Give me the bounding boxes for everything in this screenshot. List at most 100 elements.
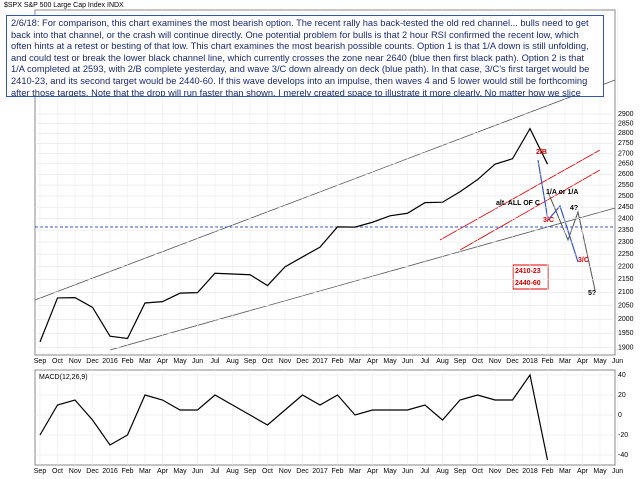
x-tick-label: Sep <box>34 358 47 365</box>
x-tick-label: Mar <box>559 468 572 475</box>
x-tick-label: Apr <box>157 358 169 365</box>
y-tick-label: 2200 <box>618 263 634 270</box>
annotation: 3/C <box>578 257 589 264</box>
x-tick-label: Mar <box>139 358 152 365</box>
x-tick-label: Mar <box>559 358 572 365</box>
x-tick-label: Feb <box>541 358 553 365</box>
y-tick-label: 2150 <box>618 276 634 283</box>
x-tick-label: Oct <box>262 468 273 475</box>
x-tick-label: Oct <box>262 358 273 365</box>
x-tick-label: Oct <box>472 468 483 475</box>
commentary: 2/6/18: For comparison, this chart exami… <box>6 15 604 97</box>
x-tick-label: Oct <box>472 358 483 365</box>
x-tick-label: Sep <box>34 468 47 475</box>
x-tick-label: May <box>173 358 187 365</box>
target-box <box>512 264 549 290</box>
x-tick-label: Jun <box>402 468 413 475</box>
x-tick-label: Apr <box>367 468 379 475</box>
x-tick-label: Jul <box>211 358 220 365</box>
x-tick-label: 2018 <box>522 358 538 365</box>
annotation: 5? <box>588 290 596 297</box>
x-tick-label: 2017 <box>312 358 328 365</box>
x-tick-label: Nov <box>489 358 502 365</box>
x-tick-label: Jul <box>421 358 430 365</box>
x-tick-label: May <box>383 468 397 475</box>
x-tick-label: Apr <box>577 358 589 365</box>
x-tick-label: Nov <box>279 358 292 365</box>
y-tick-label: 2500 <box>618 193 634 200</box>
y-tick-label: 2850 <box>618 120 634 127</box>
annotation: 1/A or 1/A <box>546 189 578 196</box>
x-tick-label: Jul <box>211 468 220 475</box>
x-tick-label: May <box>593 468 607 475</box>
annotation: 2/B <box>536 149 547 156</box>
x-tick-label: Jun <box>192 468 203 475</box>
x-tick-label: Aug <box>226 358 239 365</box>
header: $SPX S&P 500 Large Cap Index INDX <box>4 2 124 9</box>
x-tick-label: Sep <box>454 468 467 475</box>
x-tick-label: Apr <box>367 358 379 365</box>
y-tick-label: 2000 <box>618 316 634 323</box>
x-tick-label: Aug <box>436 468 449 475</box>
blue-path <box>537 159 579 263</box>
macd-panel <box>34 369 616 466</box>
y-tick-label: 2700 <box>618 150 634 157</box>
x-tick-label: Dec <box>86 358 99 365</box>
y-tick-label: -40 <box>618 452 628 459</box>
y-tick-label: 2450 <box>618 204 634 211</box>
series-line <box>39 373 549 461</box>
x-tick-label: Sep <box>454 358 467 365</box>
y-tick-label: 2650 <box>618 161 634 168</box>
x-tick-label: Sep <box>244 358 257 365</box>
x-tick-label: Feb <box>331 358 343 365</box>
x-tick-label: Feb <box>121 358 133 365</box>
y-tick-label: 2400 <box>618 215 634 222</box>
channel-lines <box>34 79 616 351</box>
x-tick-label: Jun <box>612 468 623 475</box>
annotation: alt. ALL OF C <box>496 200 540 207</box>
x-tick-label: 2016 <box>102 358 118 365</box>
x-tick-label: Dec <box>506 358 519 365</box>
y-tick-label: -20 <box>618 432 628 439</box>
x-tick-label: Nov <box>69 358 82 365</box>
y-tick-label: 2350 <box>618 227 634 234</box>
x-tick-label: Oct <box>52 358 63 365</box>
x-tick-label: Dec <box>86 468 99 475</box>
x-tick-label: Dec <box>506 468 519 475</box>
x-tick-label: Mar <box>349 468 362 475</box>
y-tick-label: 2300 <box>618 239 634 246</box>
x-tick-label: 2016 <box>102 468 118 475</box>
x-tick-label: Mar <box>139 468 152 475</box>
x-tick-label: Feb <box>121 468 133 475</box>
x-tick-label: Jun <box>402 358 413 365</box>
x-tick-label: Feb <box>331 468 343 475</box>
x-tick-label: May <box>593 358 607 365</box>
x-tick-label: Nov <box>69 468 82 475</box>
x-tick-label: May <box>383 358 397 365</box>
x-tick-label: Apr <box>157 468 169 475</box>
series-line <box>39 127 549 343</box>
y-tick-label: 2900 <box>618 111 634 118</box>
x-tick-label: Mar <box>349 358 362 365</box>
x-tick-label: Feb <box>541 468 553 475</box>
x-tick-label: May <box>173 468 187 475</box>
y-tick-label: 2550 <box>618 182 634 189</box>
panel-title: MACD(12,26,9) <box>39 374 88 381</box>
x-tick-label: Aug <box>436 358 449 365</box>
y-tick-label: 1950 <box>618 330 634 337</box>
annotation: 4? <box>570 205 578 212</box>
x-tick-label: Sep <box>244 468 257 475</box>
x-tick-label: Dec <box>296 358 309 365</box>
x-tick-label: Aug <box>226 468 239 475</box>
x-tick-label: Apr <box>577 468 589 475</box>
x-tick-label: Dec <box>296 468 309 475</box>
y-tick-label: 2050 <box>618 303 634 310</box>
annotation: 2440-60 <box>515 280 541 287</box>
y-tick-label: 2100 <box>618 289 634 296</box>
x-tick-label: Nov <box>489 468 502 475</box>
y-tick-label: 1900 <box>618 345 634 352</box>
x-tick-label: Jun <box>192 358 203 365</box>
x-tick-label: Jun <box>612 358 623 365</box>
y-tick-label: 0 <box>618 412 622 419</box>
x-tick-label: 2017 <box>312 468 328 475</box>
